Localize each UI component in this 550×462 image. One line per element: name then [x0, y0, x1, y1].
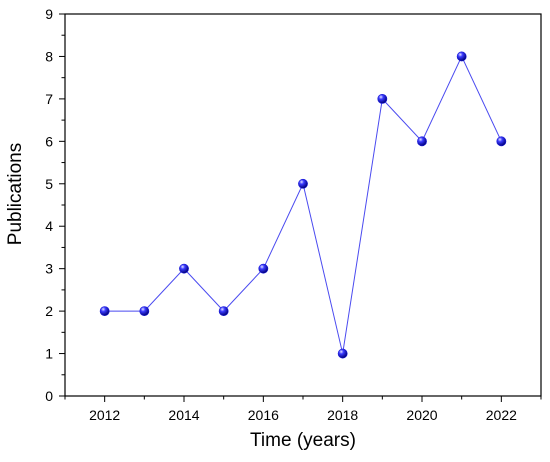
- series-line-layer: [104, 55, 502, 354]
- y-tick-label: 5: [45, 176, 53, 192]
- y-tick-label: 1: [45, 346, 53, 362]
- x-tick-label: 2022: [486, 407, 517, 423]
- y-tick-label: 0: [45, 388, 53, 404]
- y-tick-label: 7: [45, 91, 53, 107]
- y-axis-title: Publications: [5, 143, 26, 245]
- y-tick-label: 3: [45, 261, 53, 277]
- y-tick-label: 8: [45, 48, 53, 64]
- x-tick-label: 2016: [248, 407, 279, 423]
- data-point: [456, 51, 467, 62]
- x-axis-title: Time (years): [250, 430, 356, 451]
- axes: [59, 13, 542, 402]
- x-tick-label: 2012: [89, 407, 120, 423]
- y-tick-label: 4: [45, 218, 53, 234]
- data-point: [179, 263, 189, 274]
- y-tick-label: 2: [45, 303, 53, 319]
- y-tick-label: 6: [45, 133, 53, 149]
- x-tick-label: 2014: [168, 407, 199, 423]
- data-point: [377, 93, 388, 104]
- data-point: [218, 306, 229, 317]
- data-point: [99, 306, 110, 317]
- y-tick-label: 9: [45, 6, 53, 22]
- data-point: [417, 136, 427, 147]
- tick-labels: 2012 2014 2016 2018 2020 2022 0 1 2 3 4 5 6 7 8 9: [45, 6, 517, 423]
- data-point: [139, 306, 150, 317]
- series-line: [104, 55, 502, 354]
- data-point: [496, 136, 507, 147]
- x-tick-label: 2020: [406, 407, 437, 423]
- plot-frame: [64, 13, 542, 397]
- data-point: [337, 348, 348, 359]
- data-points: [99, 51, 507, 359]
- data-point: [258, 263, 269, 274]
- x-tick-label: 2018: [327, 407, 358, 423]
- data-point: [298, 178, 308, 189]
